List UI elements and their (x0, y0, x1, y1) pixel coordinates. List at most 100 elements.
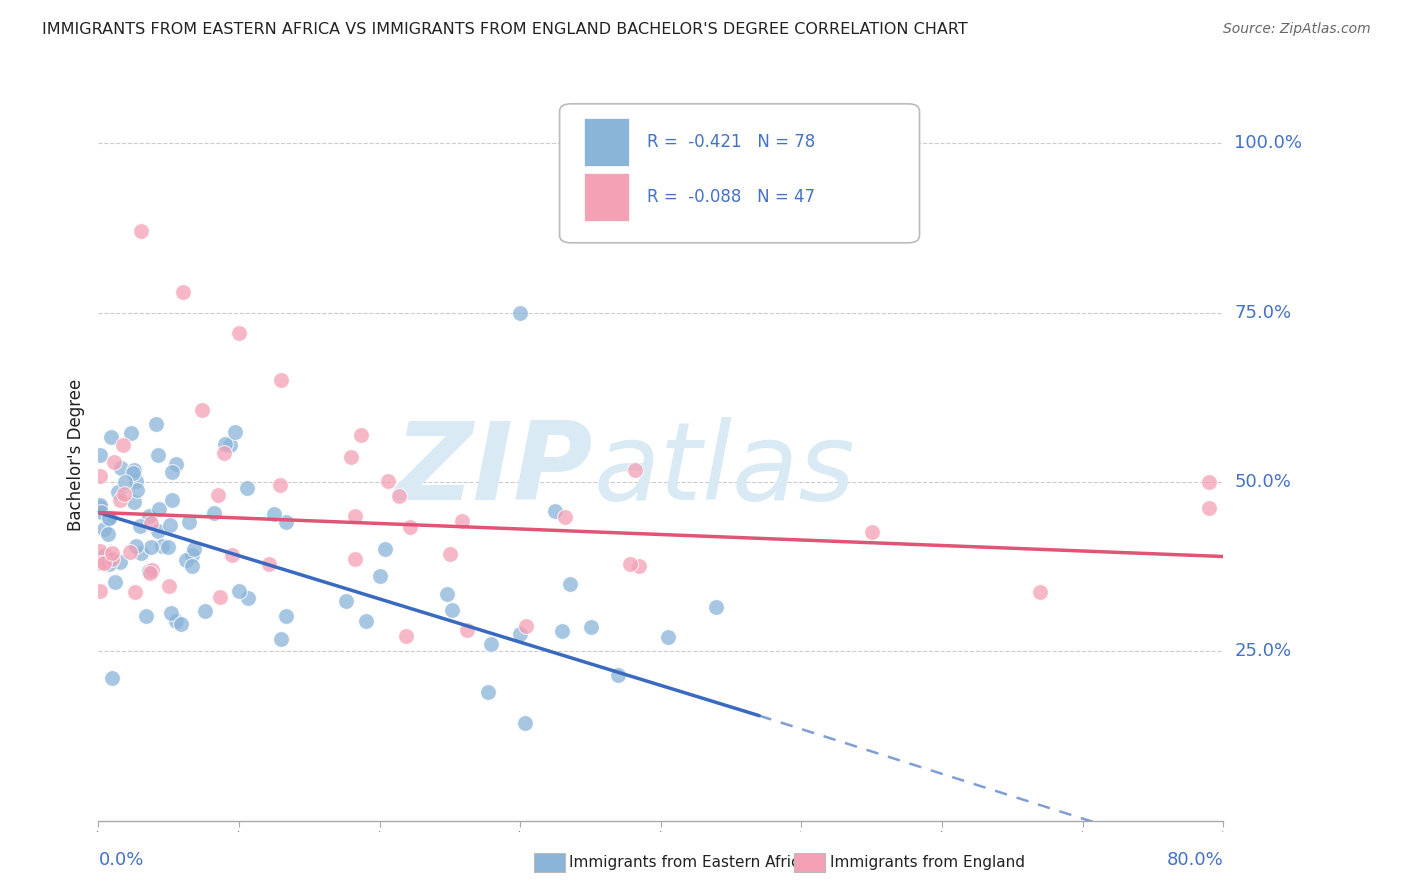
FancyBboxPatch shape (560, 103, 920, 243)
Point (138, 564, 160, 578)
Point (554, 509, 576, 524)
Text: 0.0%: 0.0% (98, 851, 143, 869)
Point (221, 548, 243, 562)
Point (141, 563, 163, 577)
Point (97, 558, 120, 572)
Text: R =  -0.421   N = 78: R = -0.421 N = 78 (647, 133, 815, 151)
Point (114, 475, 136, 490)
Point (477, 685, 499, 699)
Point (139, 566, 162, 580)
Point (560, 577, 582, 591)
Point (451, 514, 474, 528)
Point (129, 224, 152, 238)
Point (122, 466, 145, 480)
Point (93, 556, 115, 570)
Point (139, 516, 162, 530)
Point (219, 437, 242, 451)
Point (627, 558, 650, 573)
Point (515, 619, 537, 633)
Point (101, 551, 124, 566)
Point (269, 477, 291, 491)
Text: 25.0%: 25.0% (1234, 642, 1292, 660)
Point (479, 637, 502, 651)
Point (146, 524, 169, 539)
Point (100, 430, 122, 444)
Point (159, 518, 181, 533)
Point (122, 495, 145, 509)
Point (344, 509, 367, 524)
Point (439, 547, 461, 561)
Point (165, 457, 187, 471)
Point (1029, 585, 1052, 599)
Point (107, 484, 129, 499)
Text: Immigrants from England: Immigrants from England (830, 855, 1025, 870)
Point (395, 629, 418, 643)
Point (377, 474, 399, 488)
Point (141, 540, 163, 554)
Text: ZIP: ZIP (395, 417, 593, 523)
Point (125, 474, 148, 488)
Text: 75.0%: 75.0% (1234, 303, 1292, 322)
Point (148, 502, 170, 516)
Point (509, 626, 531, 640)
Point (456, 623, 478, 637)
Point (156, 540, 179, 554)
Point (509, 306, 531, 320)
Text: 50.0%: 50.0% (1234, 473, 1291, 491)
Point (224, 425, 246, 439)
Point (368, 569, 391, 583)
Point (160, 465, 183, 479)
Point (270, 373, 292, 387)
Point (170, 616, 193, 631)
Point (579, 619, 602, 633)
Point (93, 522, 115, 536)
Text: Immigrants from Eastern Africa: Immigrants from Eastern Africa (569, 855, 810, 870)
Point (120, 425, 142, 440)
Point (89, 543, 111, 558)
Point (89, 469, 111, 483)
Text: 100.0%: 100.0% (1234, 135, 1302, 153)
Point (122, 463, 145, 477)
Point (270, 632, 292, 646)
Point (146, 448, 169, 462)
Point (1198, 501, 1220, 516)
Point (145, 417, 167, 431)
Point (129, 546, 152, 560)
Point (157, 579, 180, 593)
Point (165, 614, 187, 628)
Point (110, 461, 132, 475)
Point (127, 483, 149, 497)
Text: Source: ZipAtlas.com: Source: ZipAtlas.com (1223, 22, 1371, 37)
Point (236, 591, 259, 605)
Point (97, 527, 120, 541)
Point (276, 608, 298, 623)
Point (89, 498, 111, 512)
Point (335, 593, 357, 607)
Point (340, 450, 363, 464)
Point (207, 488, 229, 502)
Point (124, 585, 146, 599)
Point (89, 500, 111, 514)
Point (194, 604, 217, 618)
FancyBboxPatch shape (585, 119, 630, 166)
Point (159, 607, 181, 621)
Point (399, 520, 422, 534)
Point (94, 548, 117, 562)
Point (212, 446, 235, 460)
Text: 80.0%: 80.0% (1167, 851, 1223, 869)
Point (89, 448, 111, 462)
Point (374, 541, 396, 556)
Point (150, 539, 173, 553)
Point (228, 326, 250, 340)
FancyBboxPatch shape (585, 173, 630, 221)
Point (515, 715, 537, 730)
Point (108, 492, 131, 507)
Point (97, 511, 120, 525)
Point (350, 428, 373, 442)
Point (607, 668, 630, 682)
Point (619, 558, 641, 572)
Point (177, 515, 200, 529)
Point (138, 509, 160, 524)
Point (623, 463, 645, 477)
Point (214, 437, 236, 451)
